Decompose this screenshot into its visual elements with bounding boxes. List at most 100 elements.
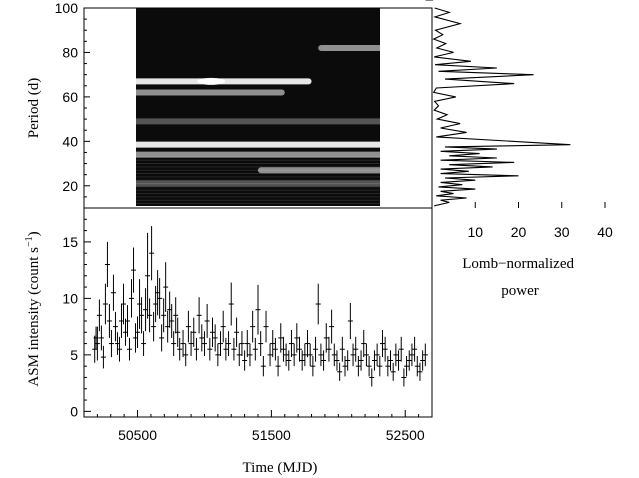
light-curve-point xyxy=(337,362,343,381)
light-curve-point xyxy=(382,336,388,362)
light-curve-point xyxy=(401,368,407,387)
light-curve-point xyxy=(310,355,316,377)
light-curve-point xyxy=(318,343,324,367)
light-curve-point xyxy=(100,345,106,369)
lc-x-tick-label: 52500 xyxy=(386,427,425,443)
light-curve-point xyxy=(228,282,234,326)
light-curve-point xyxy=(307,343,313,367)
light-curve-panel: 50500 51500 52500 0 5 10 15 Time (MJD) ASM in… xyxy=(24,0,434,476)
light-curve-point xyxy=(390,362,396,381)
light-curve-point xyxy=(149,226,155,281)
light-curve-point xyxy=(331,343,337,367)
lomb-x-axis-label-line-1: Lomb−normalized xyxy=(462,256,574,272)
light-curve-point xyxy=(404,355,410,377)
light-curve-point xyxy=(270,330,276,358)
light-curve-point xyxy=(409,343,415,367)
light-curve-point xyxy=(291,343,297,367)
lomb-x-axis-label: Lomb−normalized power xyxy=(462,256,578,299)
heatmap-band-2 xyxy=(318,45,380,51)
light-curve-point xyxy=(120,283,126,325)
heat-y-tick-label: 60 xyxy=(62,89,78,105)
light-curve-point xyxy=(369,368,375,387)
light-curve-x-axis: 50500 51500 52500 xyxy=(96,410,425,443)
light-curve-point xyxy=(260,355,266,377)
heatmap-band-4 xyxy=(136,141,380,148)
light-curve-point xyxy=(361,330,367,358)
light-curve-point xyxy=(250,310,256,343)
light-curve-point xyxy=(139,297,145,334)
light-curve-point xyxy=(417,362,423,381)
lc-y-tick-label: 0 xyxy=(70,403,78,419)
heat-y-tick-label: 80 xyxy=(62,44,78,60)
light-curve-point xyxy=(102,283,108,325)
light-curve-point xyxy=(135,316,141,349)
light-curve-y-axis-label: ASM intensity (count s−1) xyxy=(24,231,42,386)
light-curve-point xyxy=(108,330,114,358)
light-curve-point xyxy=(345,350,351,371)
asm-label-sup: −1 xyxy=(24,236,35,247)
light-curve-point xyxy=(420,350,426,371)
light-curve-point xyxy=(112,311,118,342)
light-curve-point xyxy=(223,337,229,361)
light-curve-point xyxy=(226,331,232,356)
light-curve-point xyxy=(280,336,286,362)
light-curve-point xyxy=(177,337,183,361)
light-curve-point xyxy=(258,331,264,356)
light-curve-point xyxy=(234,317,240,347)
light-curve-point xyxy=(145,232,151,319)
heatmap-bands xyxy=(136,45,380,205)
heatmap-band-1 xyxy=(136,89,285,96)
light-curve-point xyxy=(96,299,102,332)
heat-y-axis-label: Period (d) xyxy=(26,78,42,138)
light-curve-point xyxy=(218,331,224,356)
light-curve-point xyxy=(242,350,248,371)
heat-y-tick-label: 40 xyxy=(62,133,78,149)
light-curve-point xyxy=(151,311,157,342)
light-curve-point xyxy=(422,343,428,367)
heat-y-axis: 20 40 60 80 100 xyxy=(55,0,90,198)
light-curve-point xyxy=(286,350,292,371)
light-curve-point xyxy=(275,355,281,377)
light-curve-point xyxy=(288,330,294,358)
light-curve-point xyxy=(255,284,261,335)
light-curve-point xyxy=(342,355,348,377)
heatmap-band-6 xyxy=(258,167,380,174)
light-curve-point xyxy=(173,297,179,334)
light-curve-point xyxy=(116,336,122,362)
light-curve-point xyxy=(379,330,385,358)
light-curve-point xyxy=(161,298,167,333)
light-curve-point xyxy=(347,302,353,340)
light-curve-point xyxy=(313,336,319,362)
light-curve-point xyxy=(339,336,345,362)
light-curve-point xyxy=(157,278,163,319)
light-curve-point xyxy=(127,337,133,361)
light-curve-point xyxy=(396,350,402,371)
light-curve-point xyxy=(98,325,104,351)
lomb-x-axis-label-line-2: power xyxy=(501,283,539,299)
light-curve-point xyxy=(129,279,135,318)
light-curve-point xyxy=(247,343,253,367)
light-curve-point xyxy=(207,337,213,361)
light-curve-point xyxy=(305,330,311,358)
light-curve-point xyxy=(199,324,205,352)
light-curve-point xyxy=(350,343,356,367)
lomb-x-tick-label: 20 xyxy=(511,224,527,240)
light-curve-point xyxy=(104,241,110,288)
light-curve-point xyxy=(412,336,418,362)
light-curve-point xyxy=(244,330,250,358)
light-curve-point xyxy=(106,304,112,338)
light-curve-point xyxy=(326,336,332,362)
light-curve-point xyxy=(204,304,210,338)
light-curve-point xyxy=(131,247,137,293)
asm-label-close: ) xyxy=(26,231,42,236)
light-curve-point xyxy=(220,310,226,343)
heatmap-band-peak-0 xyxy=(197,77,226,85)
lc-x-tick-label: 51500 xyxy=(252,427,291,443)
light-curve-point xyxy=(231,337,237,361)
light-curve-point xyxy=(263,310,269,343)
light-curve-point xyxy=(366,355,372,377)
light-curve-point xyxy=(363,343,369,367)
lc-x-tick-label: 50500 xyxy=(118,427,157,443)
lomb-x-axis: 10 20 30 40 xyxy=(467,202,613,240)
